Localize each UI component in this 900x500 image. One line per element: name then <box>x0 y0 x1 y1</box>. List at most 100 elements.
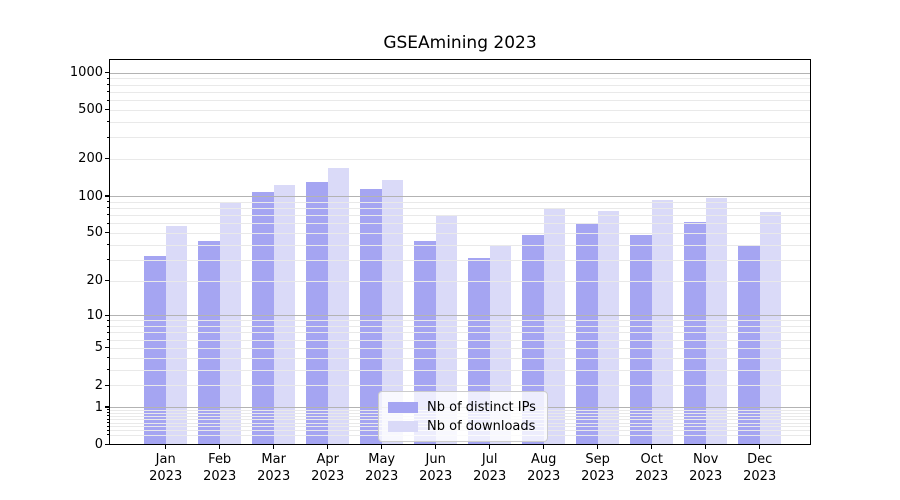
y-tick-label: 0 <box>94 436 103 452</box>
x-tick-label: Jun 2023 <box>419 452 453 484</box>
x-tick <box>705 445 707 450</box>
bar-ips-apr <box>306 181 328 445</box>
gridline-minor <box>110 121 810 123</box>
x-tick-label: Apr 2023 <box>311 452 345 484</box>
y-tick-minor <box>106 319 109 321</box>
chart-title: GSEAmining 2023 <box>383 33 537 53</box>
y-tick-minor <box>106 201 109 203</box>
gridline-minor <box>110 244 810 246</box>
plot-area <box>109 59 811 446</box>
x-tick <box>381 445 383 450</box>
y-tick <box>105 71 109 74</box>
gridline-minor <box>110 357 810 359</box>
y-tick-minor <box>106 357 109 359</box>
y-tick-minor <box>106 244 109 245</box>
bar-downloads-aug <box>543 207 566 445</box>
bar-downloads-apr <box>327 168 350 445</box>
y-tick-minor <box>106 214 109 216</box>
y-tick-label: 200 <box>78 151 103 167</box>
x-tick-label: Oct 2023 <box>635 452 669 484</box>
y-tick-minor <box>106 280 109 281</box>
bar-ips-feb <box>198 240 220 445</box>
legend: Nb of distinct IPs Nb of downloads <box>378 391 548 442</box>
x-tick <box>273 445 275 450</box>
y-tick-minor <box>106 434 109 435</box>
y-tick-minor <box>106 418 109 420</box>
y-tick-label: 100 <box>78 188 103 204</box>
x-tick-label: Mar 2023 <box>257 452 291 484</box>
x-tick-label: Jan 2023 <box>149 452 183 484</box>
y-tick-minor <box>106 91 109 93</box>
gridline-minor <box>110 259 810 261</box>
y-tick-minor <box>106 325 109 327</box>
gridline-minor <box>110 201 810 203</box>
y-tick <box>105 195 109 197</box>
x-tick-label: Jul 2023 <box>473 452 507 484</box>
gridline-minor <box>110 339 810 341</box>
gridline-minor <box>110 326 810 328</box>
gridline-minor <box>110 91 810 93</box>
gridline-minor <box>110 369 810 371</box>
gridline-minor <box>110 214 810 216</box>
gridline-minor <box>110 232 810 234</box>
bar-ips-dec <box>738 245 760 445</box>
bar-downloads-feb <box>219 202 242 445</box>
y-tick-label: 2 <box>94 377 103 393</box>
bar-ips-sep <box>576 223 598 445</box>
gridline-minor <box>110 223 810 225</box>
gridline-minor <box>110 332 810 334</box>
x-tick-label: May 2023 <box>365 452 399 484</box>
y-tick-minor <box>106 222 109 224</box>
x-tick <box>435 445 437 450</box>
x-tick <box>165 445 167 450</box>
bar-downloads-jun <box>435 214 458 445</box>
x-tick <box>327 445 329 450</box>
grid-layer <box>110 60 810 444</box>
y-tick-label: 1 <box>94 399 103 415</box>
bar-ips-may <box>360 189 382 445</box>
x-tick-label: Aug 2023 <box>527 452 561 484</box>
bar-ips-jan <box>144 256 166 445</box>
y-tick-label: 10 <box>86 307 103 323</box>
legend-swatch-downloads <box>388 420 418 432</box>
bar-downloads-mar <box>273 184 296 445</box>
x-tick-label: Feb 2023 <box>203 452 237 484</box>
y-tick-minor <box>106 121 109 123</box>
y-tick-minor <box>106 99 109 101</box>
legend-swatch-distinct-ips <box>388 401 418 413</box>
bar-ips-mar <box>252 191 274 445</box>
y-tick-minor <box>106 109 109 111</box>
gridline-major <box>110 315 810 317</box>
x-tick-label: Sep 2023 <box>581 452 615 484</box>
x-tick-label: Dec 2023 <box>743 452 777 484</box>
y-tick-minor <box>106 331 109 333</box>
y-tick-minor <box>106 384 109 386</box>
gridline-minor <box>110 385 810 387</box>
y-tick-label: 5 <box>94 340 103 356</box>
gridline-major <box>110 72 810 74</box>
y-tick-label: 20 <box>86 273 103 288</box>
y-tick-minor <box>106 77 109 79</box>
legend-item-downloads: Nb of downloads <box>388 417 538 435</box>
y-tick-label: 50 <box>86 225 103 241</box>
gridline-minor <box>110 100 810 101</box>
y-tick-minor <box>106 207 109 209</box>
y-tick <box>105 406 109 408</box>
gridline-minor <box>110 109 810 111</box>
y-tick-minor <box>106 409 109 411</box>
bar-downloads-jan <box>165 225 188 445</box>
x-tick-label: Nov 2023 <box>689 452 723 484</box>
gridline-minor <box>110 84 810 86</box>
gridline-minor <box>110 320 810 322</box>
x-tick <box>219 445 221 450</box>
y-tick-label: 1000 <box>69 65 103 80</box>
y-tick-minor <box>106 259 109 260</box>
x-tick <box>759 445 761 450</box>
y-tick-minor <box>106 84 109 85</box>
y-tick-minor <box>106 232 109 234</box>
bar-ips-oct <box>630 234 652 445</box>
legend-label-downloads: Nb of downloads <box>427 418 536 434</box>
y-tick-minor <box>106 347 109 349</box>
y-tick <box>105 443 109 445</box>
